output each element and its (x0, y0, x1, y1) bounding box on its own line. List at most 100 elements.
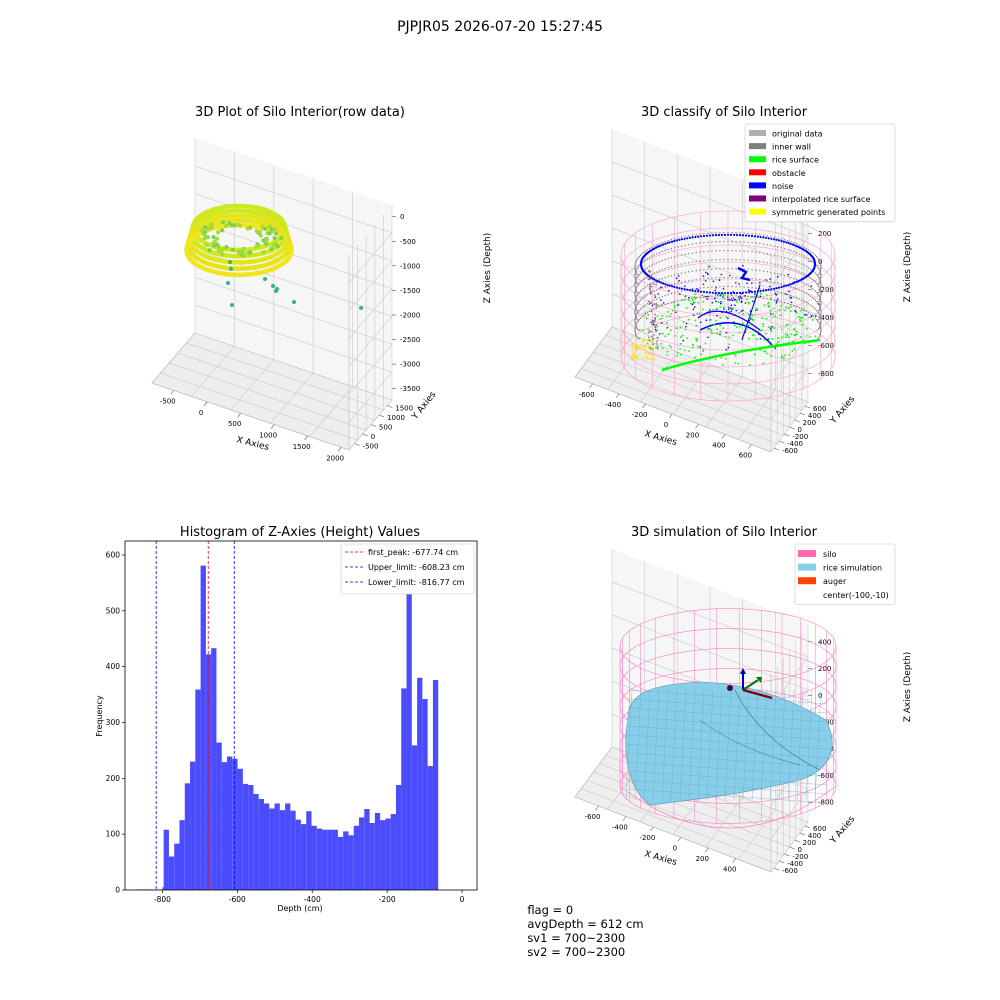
z-tick-label: 400 (818, 638, 831, 646)
inner-wall-point (636, 303, 638, 306)
histogram-bar (343, 831, 349, 890)
noise-point (723, 233, 727, 236)
inner-wall-point (777, 255, 779, 257)
inner-wall-point (650, 310, 653, 313)
x-tick (595, 805, 599, 811)
inner-wall-point (801, 254, 803, 256)
legend-simulation: silo rice simulation auger center(-100,-10) (794, 543, 896, 605)
mesh-line (627, 707, 829, 723)
legend-label: rice surface (772, 156, 819, 165)
inner-wall-point (648, 292, 651, 295)
rice-surface-point (746, 298, 748, 301)
rice-surface-point (716, 332, 718, 335)
inner-wall-point (667, 266, 669, 269)
noise-arc (699, 322, 773, 346)
noise-point (730, 307, 732, 310)
noise-point (813, 261, 817, 265)
z-tick-label: -1500 (400, 287, 420, 295)
inner-wall-point (647, 269, 650, 272)
inner-wall-point (798, 271, 800, 273)
inner-wall-point (634, 282, 636, 285)
inner-wall-point (766, 235, 768, 237)
y-tick-label: 0 (115, 886, 120, 895)
inner-wall-point (809, 313, 812, 315)
rice-surface-point (652, 337, 655, 340)
histogram-bar (290, 810, 296, 890)
x-tick-label: 400 (712, 441, 725, 449)
rice-surface-point (799, 336, 802, 338)
inner-wall-point (641, 316, 643, 318)
inner-wall-point (814, 281, 817, 283)
histogram-bar (242, 783, 249, 890)
rice-surface-point (772, 307, 775, 310)
rice-surface-point (676, 352, 679, 354)
inner-wall-point (711, 268, 713, 270)
inner-wall-point (634, 314, 637, 316)
inner-wall-point (819, 270, 821, 273)
noise-point (735, 282, 737, 284)
legend-label: first_peak: -677.74 cm (368, 548, 458, 557)
histogram-bar (311, 825, 317, 890)
rice-surface-point (702, 348, 705, 351)
mesh-line (627, 698, 829, 714)
noise-point (754, 293, 756, 295)
rice-surface-point (780, 305, 782, 307)
noise-point (742, 234, 745, 237)
y-tick-label: 600 (813, 825, 826, 833)
inner-wall-point (818, 336, 820, 339)
inner-wall-point (634, 332, 637, 334)
inner-wall-point (820, 300, 822, 303)
inner-wall-point (680, 263, 683, 265)
y-tick-label: 400 (808, 832, 821, 840)
inner-wall-point (648, 265, 651, 268)
rice-surface-point (811, 319, 814, 321)
noise-point (775, 301, 778, 304)
inner-wall-point (691, 243, 694, 245)
noise-point (711, 301, 714, 304)
raw-data-point (256, 243, 261, 248)
grid-line (186, 342, 384, 411)
inner-wall-point (787, 266, 789, 269)
noise-point (726, 233, 730, 236)
noise-point (785, 241, 788, 244)
rice-surface-point (680, 353, 682, 356)
noise-point (729, 299, 731, 301)
inner-wall-point (699, 233, 701, 235)
inner-wall-point (667, 239, 669, 242)
y-tick-label: 0 (371, 433, 375, 441)
inner-wall-point (677, 273, 679, 275)
axis-edge (574, 746, 772, 873)
rice-surface-point (683, 298, 686, 301)
rice-surface-point (795, 333, 798, 336)
inner-wall-point (711, 295, 713, 297)
inner-wall-point (727, 276, 729, 279)
histogram-bar (422, 699, 428, 890)
rice-surface-point (812, 315, 815, 317)
inner-wall-point (803, 291, 805, 293)
inner-wall-point (759, 278, 761, 281)
rice-surface-point (666, 316, 668, 318)
inner-wall-point (634, 299, 637, 301)
inner-wall-point (639, 308, 642, 310)
inner-wall-point (790, 249, 792, 252)
histogram-bar (162, 887, 164, 890)
inner-wall-point (654, 318, 657, 321)
rice-surface-point (735, 299, 738, 302)
inner-wall-point (703, 269, 705, 271)
noise-point (744, 302, 747, 304)
rice-surface-point (765, 317, 768, 320)
raw-data-point (261, 238, 266, 243)
inner-wall-point (664, 240, 666, 243)
inner-wall-point (643, 260, 645, 263)
grid-line (177, 352, 375, 421)
grid-line (169, 362, 367, 431)
noise-point (762, 236, 765, 239)
x-tick (732, 858, 736, 863)
rice-surface-point (699, 331, 701, 333)
rice-surface-point (788, 354, 791, 356)
y-tick-label: -200 (792, 853, 808, 861)
inner-wall-point (658, 243, 661, 245)
inner-wall-point (787, 293, 789, 296)
noise-point (765, 236, 768, 239)
inner-wall-point (739, 277, 741, 279)
